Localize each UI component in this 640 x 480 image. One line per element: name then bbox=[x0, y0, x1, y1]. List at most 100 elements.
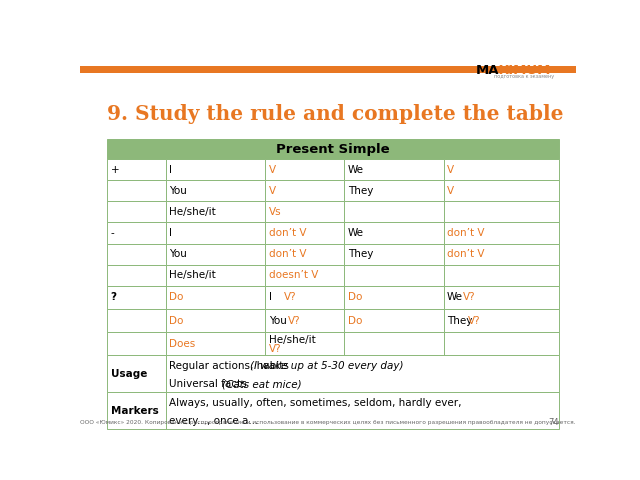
Bar bbox=[444, 180, 559, 202]
Bar bbox=[444, 286, 559, 309]
Text: V?: V? bbox=[288, 315, 301, 325]
Text: V: V bbox=[269, 186, 276, 196]
Text: 74: 74 bbox=[548, 418, 559, 427]
Text: ООО «Юмикс» 2020. Копирование, распространение и использование в коммерческих це: ООО «Юмикс» 2020. Копирование, распростр… bbox=[80, 420, 576, 425]
Bar bbox=[344, 264, 444, 286]
Bar bbox=[444, 202, 559, 222]
Bar bbox=[108, 180, 166, 202]
Text: V: V bbox=[447, 186, 454, 196]
Text: Regular actions, habits: Regular actions, habits bbox=[170, 361, 292, 371]
Bar bbox=[166, 332, 265, 356]
Text: He/she/it: He/she/it bbox=[269, 335, 316, 345]
Bar bbox=[108, 264, 166, 286]
Bar bbox=[108, 159, 166, 180]
Text: -: - bbox=[111, 228, 115, 238]
Bar bbox=[265, 332, 344, 356]
Bar bbox=[108, 286, 166, 309]
Text: He/she/it: He/she/it bbox=[170, 270, 216, 280]
Text: They: They bbox=[348, 186, 373, 196]
Bar bbox=[166, 202, 265, 222]
Text: He/she/it: He/she/it bbox=[170, 207, 216, 217]
Text: You: You bbox=[170, 249, 188, 259]
Bar bbox=[166, 180, 265, 202]
Text: XIMUM: XIMUM bbox=[499, 64, 552, 77]
Text: They: They bbox=[348, 249, 373, 259]
Bar bbox=[444, 243, 559, 264]
Text: You: You bbox=[269, 315, 287, 325]
Text: I: I bbox=[170, 165, 172, 175]
Text: don’t V: don’t V bbox=[447, 228, 484, 238]
Text: They: They bbox=[447, 315, 472, 325]
Text: (Cats eat mice): (Cats eat mice) bbox=[222, 379, 301, 389]
Text: V?: V? bbox=[284, 292, 296, 302]
Bar bbox=[108, 202, 166, 222]
Text: don’t V: don’t V bbox=[447, 249, 484, 259]
Bar bbox=[108, 393, 166, 430]
Bar bbox=[444, 309, 559, 332]
Text: MA: MA bbox=[476, 64, 499, 77]
Text: V?: V? bbox=[269, 344, 282, 353]
Text: подготовка к экзамену: подготовка к экзамену bbox=[494, 73, 554, 79]
Text: V?: V? bbox=[463, 292, 476, 302]
Bar bbox=[344, 222, 444, 243]
Bar bbox=[444, 332, 559, 356]
Text: don’t V: don’t V bbox=[269, 249, 306, 259]
Bar bbox=[265, 309, 344, 332]
Bar bbox=[444, 264, 559, 286]
Text: Does: Does bbox=[170, 339, 196, 349]
Bar bbox=[265, 202, 344, 222]
Bar bbox=[108, 243, 166, 264]
Bar bbox=[166, 309, 265, 332]
Text: 9. Study the rule and complete the table: 9. Study the rule and complete the table bbox=[108, 104, 564, 124]
Bar bbox=[166, 356, 559, 393]
Bar bbox=[80, 66, 576, 73]
Text: (I wake up at 5-30 every day): (I wake up at 5-30 every day) bbox=[250, 361, 404, 371]
Text: ?: ? bbox=[111, 292, 116, 302]
Text: Always, usually, often, sometimes, seldom, hardly ever,: Always, usually, often, sometimes, seldo… bbox=[170, 398, 462, 408]
Bar bbox=[108, 139, 559, 159]
Bar bbox=[108, 356, 166, 393]
Text: We: We bbox=[348, 228, 364, 238]
Text: don’t V: don’t V bbox=[269, 228, 306, 238]
Bar bbox=[344, 243, 444, 264]
Text: Vs: Vs bbox=[269, 207, 282, 217]
Bar bbox=[344, 309, 444, 332]
Text: I: I bbox=[269, 292, 272, 302]
Polygon shape bbox=[554, 67, 564, 78]
Text: Do: Do bbox=[348, 315, 362, 325]
Bar bbox=[344, 202, 444, 222]
Bar bbox=[344, 286, 444, 309]
Bar bbox=[166, 286, 265, 309]
Bar bbox=[108, 332, 166, 356]
Bar bbox=[265, 264, 344, 286]
Text: V: V bbox=[269, 165, 276, 175]
Bar bbox=[166, 393, 559, 430]
Text: V?: V? bbox=[467, 315, 480, 325]
Bar bbox=[166, 264, 265, 286]
Bar bbox=[265, 286, 344, 309]
Text: Usage: Usage bbox=[111, 369, 147, 379]
Bar bbox=[344, 180, 444, 202]
Text: every..., once a...: every..., once a... bbox=[170, 416, 259, 426]
Text: We: We bbox=[348, 165, 364, 175]
Bar bbox=[344, 159, 444, 180]
Text: V: V bbox=[447, 165, 454, 175]
Text: doesn’t V: doesn’t V bbox=[269, 270, 318, 280]
Text: Do: Do bbox=[348, 292, 362, 302]
Bar bbox=[265, 243, 344, 264]
Bar bbox=[166, 243, 265, 264]
Bar bbox=[265, 180, 344, 202]
Bar bbox=[444, 159, 559, 180]
Text: I: I bbox=[170, 228, 172, 238]
Text: You: You bbox=[170, 186, 188, 196]
Text: +: + bbox=[111, 165, 120, 175]
Bar bbox=[166, 222, 265, 243]
Bar bbox=[344, 332, 444, 356]
Bar bbox=[108, 222, 166, 243]
Text: Markers: Markers bbox=[111, 406, 159, 416]
Bar bbox=[265, 159, 344, 180]
Text: Universal facts: Universal facts bbox=[170, 379, 250, 389]
Bar bbox=[108, 309, 166, 332]
Text: Present Simple: Present Simple bbox=[276, 143, 390, 156]
Bar bbox=[166, 159, 265, 180]
